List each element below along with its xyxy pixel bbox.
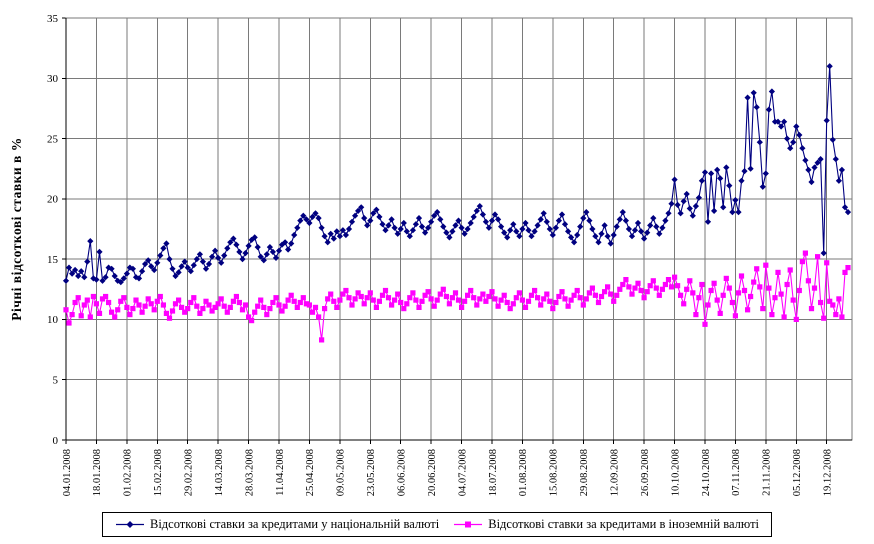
- svg-text:19.12.2008: 19.12.2008: [823, 449, 834, 496]
- svg-text:26.09.2008: 26.09.2008: [640, 449, 651, 496]
- svg-text:20.06.2008: 20.06.2008: [427, 449, 438, 496]
- svg-text:18.07.2008: 18.07.2008: [488, 449, 499, 496]
- svg-text:01.08.2008: 01.08.2008: [518, 449, 529, 496]
- svg-text:15.08.2008: 15.08.2008: [549, 449, 560, 496]
- svg-text:30: 30: [47, 73, 59, 85]
- plot-area: 04.01.2008 18.01.2008 01.02.2008 15.02.2008…: [47, 13, 853, 496]
- svg-text:25: 25: [47, 133, 59, 145]
- svg-text:0: 0: [53, 435, 59, 447]
- legend-label-national-currency: Відсоткові ставки за кредитами у націона…: [149, 517, 440, 531]
- svg-text:06.06.2008: 06.06.2008: [397, 449, 408, 496]
- svg-text:35: 35: [47, 13, 59, 25]
- svg-text:15.02.2008: 15.02.2008: [153, 449, 164, 496]
- svg-text:18.01.2008: 18.01.2008: [92, 449, 103, 496]
- legend-marker-square-icon: [454, 521, 483, 528]
- legend-item-foreign-currency: Відсоткові ставки за кредитами в іноземн…: [453, 517, 759, 532]
- svg-text:25.04.2008: 25.04.2008: [305, 449, 316, 496]
- svg-text:01.02.2008: 01.02.2008: [123, 449, 134, 496]
- svg-text:05.12.2008: 05.12.2008: [792, 449, 803, 496]
- svg-text:23.05.2008: 23.05.2008: [366, 449, 377, 496]
- svg-text:04.01.2008: 04.01.2008: [62, 449, 73, 496]
- svg-text:11.04.2008: 11.04.2008: [275, 449, 286, 496]
- svg-text:20: 20: [47, 194, 59, 206]
- legend-marker-diamond-icon: [115, 521, 144, 528]
- svg-text:07.11.2008: 07.11.2008: [731, 449, 742, 496]
- svg-text:24.10.2008: 24.10.2008: [701, 449, 712, 496]
- svg-text:04.07.2008: 04.07.2008: [457, 449, 468, 496]
- svg-text:09.05.2008: 09.05.2008: [336, 449, 347, 496]
- svg-text:14.03.2008: 14.03.2008: [214, 449, 225, 496]
- svg-text:21.11.2008: 21.11.2008: [762, 449, 773, 496]
- svg-text:10: 10: [47, 314, 59, 326]
- svg-text:29.02.2008: 29.02.2008: [184, 449, 195, 496]
- svg-text:10.10.2008: 10.10.2008: [670, 449, 681, 496]
- legend-item-national-currency: Відсоткові ставки за кредитами у націона…: [115, 517, 439, 532]
- svg-text:15: 15: [47, 254, 59, 266]
- y-axis-title: Річні відсоткові ставки в %: [9, 137, 24, 321]
- svg-text:28.03.2008: 28.03.2008: [244, 449, 255, 496]
- legend-label-foreign-currency: Відсоткові ставки за кредитами в іноземн…: [488, 517, 760, 531]
- svg-text:5: 5: [53, 375, 59, 387]
- svg-text:12.09.2008: 12.09.2008: [610, 449, 621, 496]
- svg-text:29.08.2008: 29.08.2008: [579, 449, 590, 496]
- legend: Відсоткові ставки за кредитами у націона…: [101, 512, 773, 537]
